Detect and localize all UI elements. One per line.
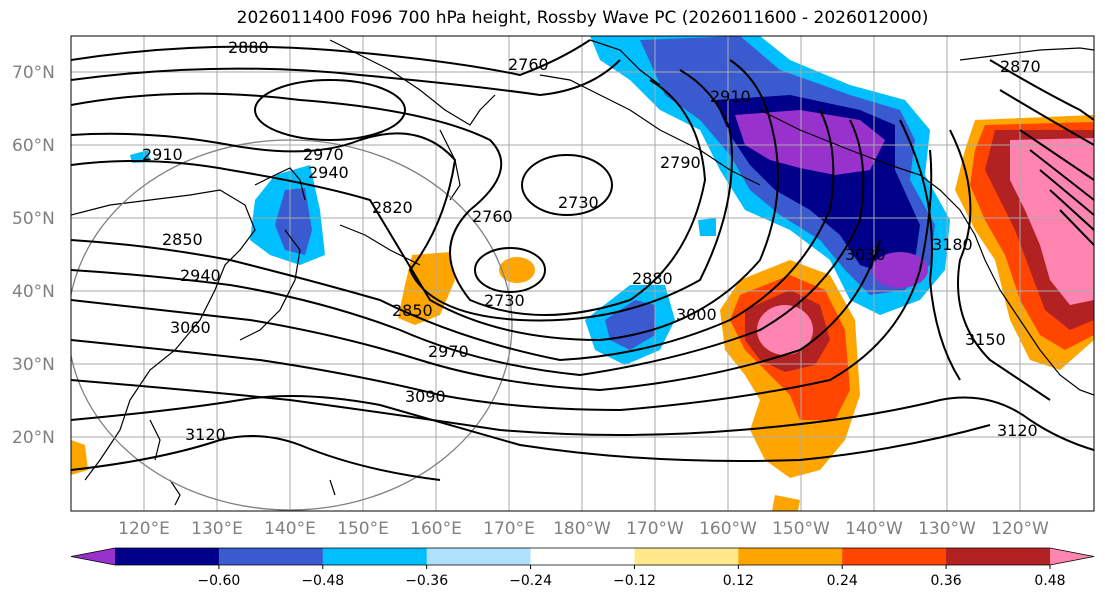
- contour-label: 3180: [932, 235, 973, 254]
- contour-label: 2850: [162, 230, 203, 249]
- latitude-labels: 70°N 60°N 50°N 40°N 30°N 20°N: [12, 63, 55, 448]
- colorbar-segment: [115, 548, 220, 565]
- contour-label: 3120: [997, 421, 1038, 440]
- height-contours: [71, 39, 1094, 481]
- lat-label-30n: 30°N: [12, 355, 55, 375]
- positive-anomaly-small: [499, 257, 535, 283]
- lon-label: 160°W: [699, 519, 757, 539]
- contour-label: 3090: [405, 387, 446, 406]
- colorbar-segment: [842, 548, 947, 565]
- colorbar-tick-label: −0.36: [405, 573, 448, 589]
- lon-label: 130°W: [918, 519, 976, 539]
- contour-label: 2880: [632, 269, 673, 288]
- contour-label: 3150: [965, 330, 1006, 349]
- contour-label: 2850: [392, 301, 433, 320]
- contour-label: 2940: [308, 163, 349, 182]
- contour-label: 2910: [710, 87, 751, 106]
- colorbar-extend-low: [71, 548, 115, 565]
- contour-label: 2940: [180, 266, 221, 285]
- contour-label: 2970: [428, 342, 469, 361]
- small-cyan-blob: [698, 218, 716, 236]
- lon-label: 140°E: [264, 519, 316, 539]
- positive-anomaly-tail: [772, 495, 800, 511]
- lon-label: 140°W: [845, 519, 903, 539]
- colorbar-segment: [426, 548, 532, 565]
- small-cyan-blob-2: [130, 150, 150, 163]
- colorbar-segment: [738, 548, 843, 565]
- positive-anomaly-edge: [71, 440, 88, 475]
- colorbar-tick-label: −0.24: [509, 573, 552, 589]
- longitude-labels: 120°E 130°E 140°E 150°E 160°E 170°E 180°…: [118, 519, 1049, 539]
- contour-label: 3030: [845, 245, 886, 264]
- contour-label: 2760: [508, 55, 549, 74]
- colorbar-extend-high: [1050, 548, 1094, 565]
- lat-label-60n: 60°N: [12, 136, 55, 156]
- lat-label-40n: 40°N: [12, 282, 55, 302]
- lon-label: 150°E: [337, 519, 389, 539]
- negative-anomaly-core-south: [872, 252, 928, 288]
- range-circle: [71, 139, 513, 511]
- contour-label: 3000: [676, 305, 717, 324]
- contour-label: 2970: [303, 145, 344, 164]
- lat-label-50n: 50°N: [12, 209, 55, 229]
- colorbar-segment: [946, 548, 1051, 565]
- contour-label: 2730: [484, 291, 525, 310]
- colorbar-tick-label: 0.36: [931, 573, 962, 589]
- lat-label-20n: 20°N: [12, 428, 55, 448]
- map-title: 2026011400 F096 700 hPa height, Rossby W…: [236, 8, 929, 28]
- contour-label: 2760: [472, 207, 513, 226]
- colorbar-segment: [218, 548, 324, 565]
- negative-anomaly-japan-core: [275, 188, 312, 255]
- colorbar-outline: [70, 547, 1095, 566]
- contour-label: 2820: [372, 198, 413, 217]
- colorbar-segment: [634, 548, 739, 565]
- coastlines: [71, 39, 1094, 506]
- contour-labels: 2880 2760 2910 2970 2940 2820 2760 2730 …: [142, 38, 1041, 444]
- colorbar-segment: [322, 548, 428, 565]
- lon-label: 170°W: [626, 519, 684, 539]
- lon-label: 180°W: [553, 519, 611, 539]
- contour-label: 3120: [185, 425, 226, 444]
- lon-label: 160°E: [410, 519, 462, 539]
- map-frame: [70, 35, 1095, 512]
- colorbar-tick-label: 0.12: [723, 573, 754, 589]
- contour-label: 3060: [170, 318, 211, 337]
- map-layers: [71, 36, 1094, 511]
- colorbar-tick-label: 0.24: [827, 573, 858, 589]
- colorbar-tick-label: 0.48: [1034, 573, 1065, 589]
- contour-label: 2910: [142, 145, 183, 164]
- contour-label: 2880: [228, 38, 269, 57]
- lon-label: 170°E: [483, 519, 535, 539]
- colorbar-tick-label: −0.60: [197, 573, 240, 589]
- contour-label: 2870: [1000, 57, 1041, 76]
- contour-label: 2730: [558, 193, 599, 212]
- positive-anomaly-westcoast-core: [1010, 138, 1094, 305]
- colorbar: [70, 547, 1095, 566]
- lon-label: 130°E: [191, 519, 243, 539]
- positive-anomaly-core: [757, 305, 813, 355]
- lon-label: 120°E: [118, 519, 170, 539]
- colorbar-segment: [530, 548, 635, 565]
- lon-label: 150°W: [772, 519, 830, 539]
- lon-label: 120°W: [991, 519, 1049, 539]
- colorbar-tick-label: −0.12: [613, 573, 656, 589]
- colorbar-tick-label: −0.48: [301, 573, 344, 589]
- lat-label-70n: 70°N: [12, 63, 55, 83]
- colorbar-ticks: −0.60 −0.48 −0.36 −0.24 −0.12 0.12 0.24 0.36 0.4…: [197, 565, 1066, 589]
- contour-label: 2790: [660, 153, 701, 172]
